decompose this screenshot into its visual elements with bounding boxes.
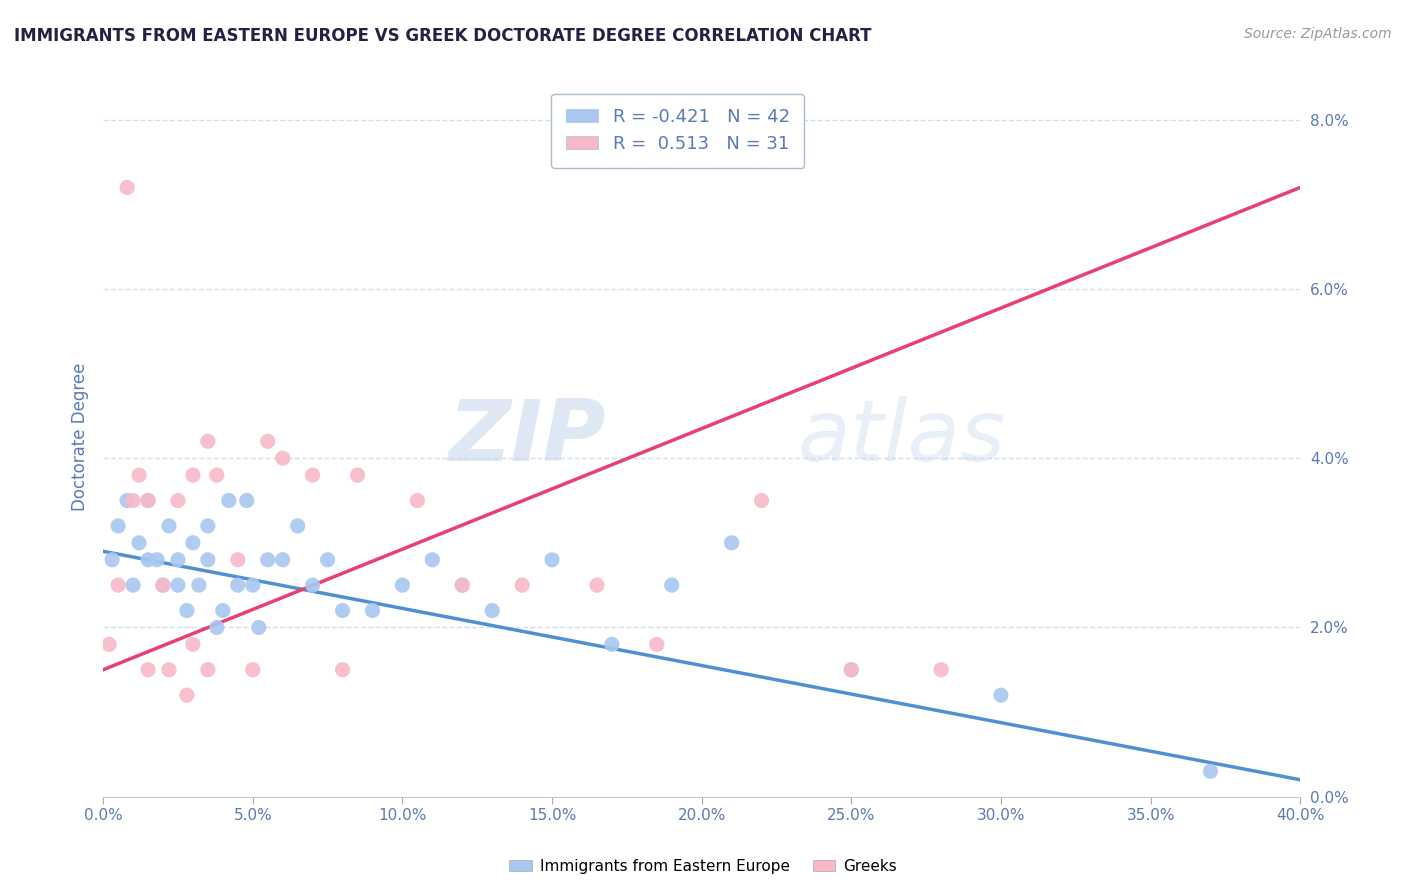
Point [391, 578, 413, 592]
Point [839, 663, 862, 677]
Point [586, 578, 609, 592]
Point [929, 663, 952, 677]
Legend: R = -0.421   N = 42, R =  0.513   N = 31: R = -0.421 N = 42, R = 0.513 N = 31 [551, 94, 804, 168]
Point [1199, 764, 1222, 779]
Point [197, 553, 219, 567]
Point [271, 553, 294, 567]
Point [167, 553, 190, 567]
Point [115, 180, 138, 194]
Point [115, 493, 138, 508]
Point [128, 468, 150, 483]
Point [256, 553, 278, 567]
Point [122, 493, 145, 508]
Point [332, 663, 354, 677]
Point [645, 637, 668, 651]
Point [420, 553, 443, 567]
Point [181, 536, 204, 550]
Point [361, 603, 384, 617]
Point [176, 688, 198, 702]
Point [122, 578, 145, 592]
Point [181, 468, 204, 483]
Point [406, 493, 429, 508]
Point [661, 578, 683, 592]
Point [157, 519, 180, 533]
Point [136, 493, 159, 508]
Point [181, 637, 204, 651]
Text: Source: ZipAtlas.com: Source: ZipAtlas.com [1244, 27, 1392, 41]
Point [136, 663, 159, 677]
Point [301, 578, 323, 592]
Text: ZIP: ZIP [449, 395, 606, 478]
Text: atlas: atlas [797, 395, 1005, 478]
Point [128, 536, 150, 550]
Point [332, 603, 354, 617]
Point [451, 578, 474, 592]
Point [600, 637, 623, 651]
Point [98, 637, 121, 651]
Point [247, 620, 270, 634]
Point [301, 468, 323, 483]
Point [541, 553, 564, 567]
Point [152, 578, 174, 592]
Point [197, 434, 219, 449]
Point [451, 578, 474, 592]
Legend: Immigrants from Eastern Europe, Greeks: Immigrants from Eastern Europe, Greeks [503, 853, 903, 880]
Point [157, 663, 180, 677]
Text: IMMIGRANTS FROM EASTERN EUROPE VS GREEK DOCTORATE DEGREE CORRELATION CHART: IMMIGRANTS FROM EASTERN EUROPE VS GREEK … [14, 27, 872, 45]
Point [197, 663, 219, 677]
Point [242, 663, 264, 677]
Point [287, 519, 309, 533]
Point [226, 553, 249, 567]
Point [751, 493, 773, 508]
Point [167, 578, 190, 592]
Point [176, 603, 198, 617]
Point [152, 578, 174, 592]
Point [839, 663, 862, 677]
Point [107, 578, 129, 592]
Point [481, 603, 503, 617]
Point [720, 536, 742, 550]
Point [136, 493, 159, 508]
Point [990, 688, 1012, 702]
Point [346, 468, 368, 483]
Point [205, 620, 228, 634]
Point [101, 553, 124, 567]
Point [271, 451, 294, 466]
Y-axis label: Doctorate Degree: Doctorate Degree [72, 363, 89, 511]
Point [236, 493, 259, 508]
Point [197, 519, 219, 533]
Point [205, 468, 228, 483]
Point [107, 519, 129, 533]
Point [136, 553, 159, 567]
Point [167, 493, 190, 508]
Point [510, 578, 533, 592]
Point [218, 493, 240, 508]
Point [316, 553, 339, 567]
Point [226, 578, 249, 592]
Point [242, 578, 264, 592]
Point [146, 553, 169, 567]
Point [211, 603, 233, 617]
Point [256, 434, 278, 449]
Point [187, 578, 209, 592]
